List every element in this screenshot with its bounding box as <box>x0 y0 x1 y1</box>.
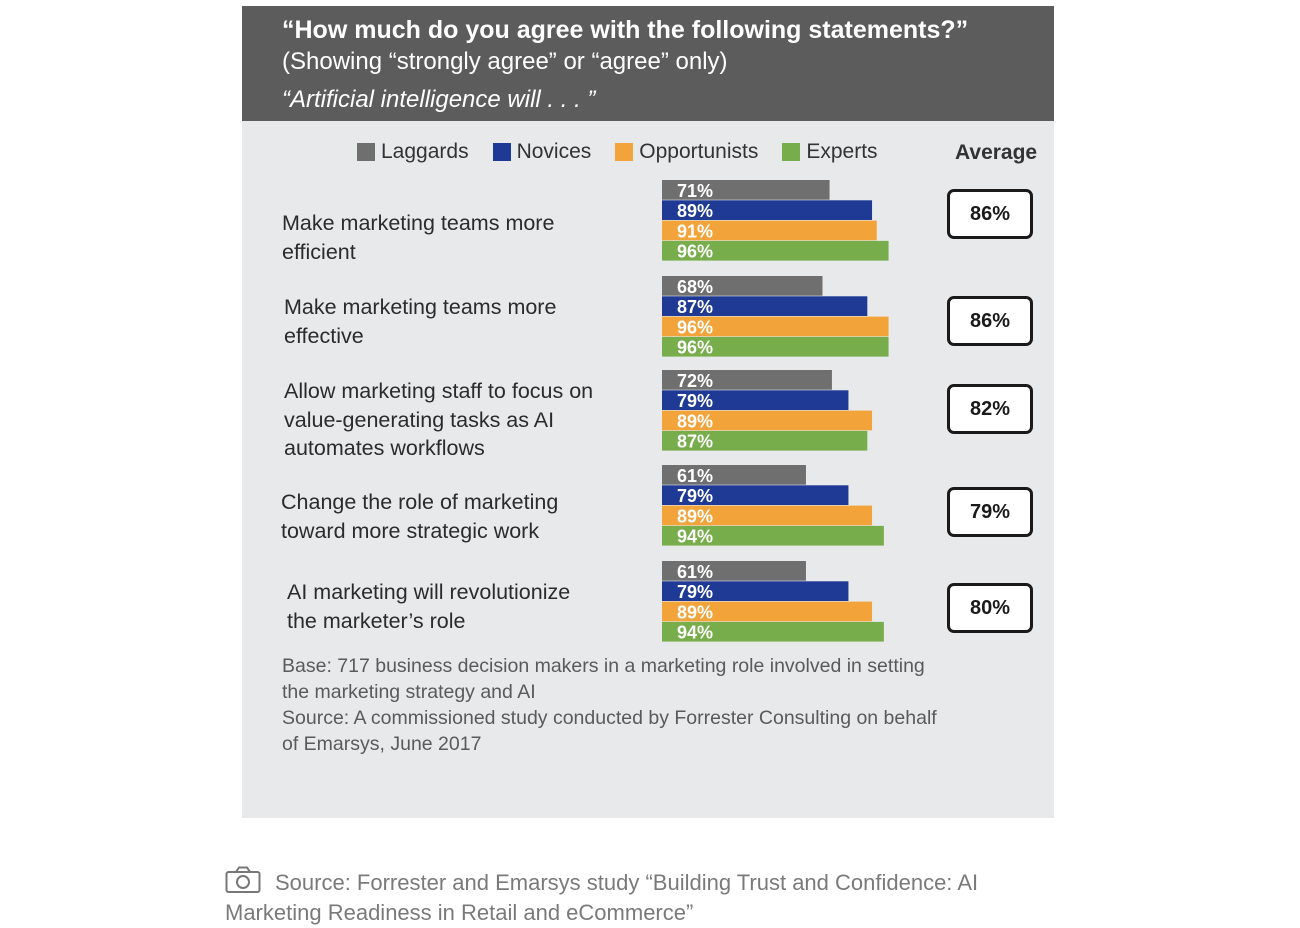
bar-opportunists <box>662 410 873 431</box>
bar-value-label: 96% <box>677 317 713 337</box>
legend-swatch <box>492 143 511 161</box>
chart-figure: “How much do you agree with the followin… <box>242 6 1054 818</box>
average-badge: 86% <box>947 296 1033 346</box>
chart-header: “How much do you agree with the followin… <box>242 6 1054 121</box>
bar-value-label: 79% <box>677 391 713 411</box>
legend-label: Opportunists <box>639 140 759 163</box>
bar-novices <box>662 581 849 601</box>
bar-value-label: 89% <box>677 201 713 221</box>
average-badge: 82% <box>947 384 1033 434</box>
legend-swatch <box>615 143 634 161</box>
bar-value-label: 72% <box>677 371 713 391</box>
bar-plot: 71%89%91%96%68%87%96%96%72%79%89%87%61%7… <box>662 180 889 643</box>
legend-item-experts: Experts <box>782 140 878 164</box>
row-label: Change the role of marketing toward more… <box>281 490 559 543</box>
bar-value-label: 87% <box>677 432 713 452</box>
row-label: Make marketing teams more effective <box>284 295 557 348</box>
legend-swatch <box>357 143 375 161</box>
bar-value-label: 79% <box>677 486 713 506</box>
camera-icon <box>225 866 261 900</box>
bar-value-label: 94% <box>677 623 713 643</box>
bar-experts <box>662 430 868 451</box>
bar-experts <box>662 621 884 642</box>
bar-value-label: 87% <box>677 297 713 317</box>
bar-opportunists <box>662 316 889 337</box>
chart-subtitle: (Showing “strongly agree” or “agree” onl… <box>282 48 728 75</box>
legend-swatch <box>782 143 801 161</box>
bar-laggards <box>662 370 832 390</box>
caption-text: Source: Forrester and Emarsys study “Bui… <box>225 870 979 925</box>
bar-value-label: 61% <box>677 466 713 486</box>
base-note: Base: 717 business decision makers in a … <box>282 653 925 705</box>
source-note: Source: A commissioned study conducted b… <box>282 705 937 757</box>
legend-item-novices: Novices <box>492 140 592 164</box>
legend-label: Experts <box>806 140 878 163</box>
bar-laggards <box>662 465 806 485</box>
bar-experts <box>662 525 884 546</box>
bar-value-label: 68% <box>677 277 713 297</box>
source-note-text: Source: A commissioned study conducted b… <box>282 707 937 755</box>
row-label: Make marketing teams more efficient <box>282 211 555 264</box>
bar-laggards <box>662 276 823 296</box>
average-badge: 80% <box>947 583 1033 633</box>
chart-legend: Laggards Novices Opportunists Experts <box>357 139 902 165</box>
average-badge: 79% <box>947 487 1033 537</box>
legend-item-opportunists: Opportunists <box>615 140 758 164</box>
chart-title: “How much do you agree with the followin… <box>282 16 969 44</box>
bar-novices <box>662 296 868 316</box>
bar-value-label: 91% <box>677 221 713 241</box>
legend-label: Novices <box>516 140 592 163</box>
row-label: Allow marketing staff to focus on value-… <box>284 379 594 460</box>
chart-lead-in: “Artificial intelligence will . . . ” <box>282 86 596 113</box>
bar-value-label: 89% <box>677 602 713 622</box>
bar-value-label: 96% <box>677 242 713 262</box>
bar-value-label: 89% <box>677 411 713 431</box>
base-note-text: Base: 717 business decision makers in a … <box>282 655 925 703</box>
bar-laggards <box>662 180 830 200</box>
bar-value-label: 71% <box>677 181 713 201</box>
bar-novices <box>662 390 849 410</box>
bar-opportunists <box>662 220 877 241</box>
bar-laggards <box>662 561 806 581</box>
bar-value-label: 89% <box>677 506 713 526</box>
legend-label: Laggards <box>381 140 469 163</box>
bar-value-label: 96% <box>677 338 713 358</box>
legend-item-laggards: Laggards <box>357 140 469 164</box>
bar-opportunists <box>662 505 873 526</box>
bar-novices <box>662 485 849 505</box>
bar-value-label: 94% <box>677 527 713 547</box>
bar-opportunists <box>662 601 873 622</box>
average-badge: 86% <box>947 189 1033 239</box>
average-header: Average <box>955 141 1038 164</box>
bar-experts <box>662 240 889 261</box>
bar-experts <box>662 336 889 357</box>
bar-value-label: 79% <box>677 582 713 602</box>
image-caption: Source: Forrester and Emarsys study “Bui… <box>225 866 1075 926</box>
bar-value-label: 61% <box>677 562 713 582</box>
row-label: AI marketing will revolutionize the mark… <box>287 580 571 633</box>
bar-novices <box>662 200 873 220</box>
